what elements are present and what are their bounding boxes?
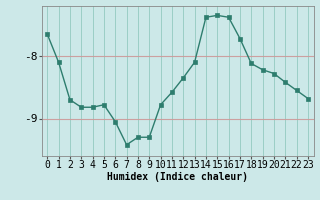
X-axis label: Humidex (Indice chaleur): Humidex (Indice chaleur) <box>107 172 248 182</box>
